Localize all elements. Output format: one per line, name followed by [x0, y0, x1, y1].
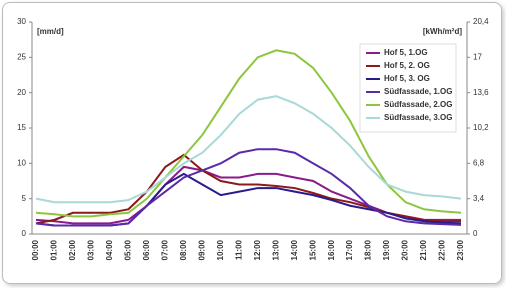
- x-tick-label: 12:00: [253, 239, 262, 260]
- frame: [2, 2, 502, 284]
- x-tick-label: 01:00: [50, 239, 59, 260]
- legend-label: Hof 5, 3. OG: [384, 74, 430, 83]
- x-tick-label: 16:00: [327, 239, 336, 260]
- legend-label: Hof 5, 2. OG: [384, 61, 430, 70]
- x-tick-label: 17:00: [345, 239, 354, 260]
- series-line: [35, 172, 462, 227]
- x-tick-label: 11:00: [234, 239, 243, 260]
- y-tick-label: 25: [17, 52, 26, 61]
- y2-tick-label: 10,2: [473, 123, 489, 132]
- x-tick-label: 02:00: [68, 239, 77, 260]
- x-tick-label: 20:00: [401, 239, 410, 260]
- y2-tick-label: 13,6: [473, 88, 489, 97]
- y2-tick-label: 17: [473, 52, 482, 61]
- series-line: [35, 95, 462, 204]
- x-tick-label: 19:00: [382, 239, 391, 260]
- x-tick-label: 18:00: [364, 239, 373, 260]
- y-axis-label: [mm/d]: [37, 27, 64, 36]
- x-tick-label: 09:00: [197, 239, 206, 260]
- x-tick-label: 00:00: [31, 239, 40, 260]
- legend-label: Südfassade, 3.OG: [384, 113, 452, 122]
- x-tick-label: 15:00: [308, 239, 317, 260]
- y-tick-label: 10: [17, 158, 26, 167]
- y2-axis-label: [kWh/m²d]: [423, 27, 462, 36]
- x-tick-label: 13:00: [271, 239, 280, 260]
- x-tick-label: 03:00: [87, 239, 96, 260]
- x-tick-label: 08:00: [179, 239, 188, 260]
- x-tick-label: 04:00: [105, 239, 114, 260]
- series-line: [35, 148, 462, 227]
- legend-label: Südfassade, 1.OG: [384, 87, 452, 96]
- y2-tick-label: 20,4: [473, 17, 489, 26]
- y2-tick-label: 6,8: [473, 158, 485, 167]
- x-tick-label: 22:00: [438, 239, 447, 260]
- y-tick-label: 0: [22, 229, 27, 238]
- x-tick-label: 14:00: [290, 239, 299, 260]
- y-tick-label: 20: [17, 88, 26, 97]
- y-tick-label: 30: [17, 17, 26, 26]
- legend-box: [359, 43, 457, 133]
- x-tick-label: 06:00: [142, 239, 151, 260]
- x-tick-label: 05:00: [124, 239, 133, 260]
- series-line: [35, 49, 462, 218]
- y2-tick-label: 0: [473, 229, 478, 238]
- x-tick-label: 21:00: [419, 239, 428, 260]
- y-tick-label: 15: [17, 123, 26, 132]
- x-tick-label: 07:00: [160, 239, 169, 260]
- y2-tick-label: 3,4: [473, 194, 485, 203]
- legend-label: Hof 5, 1.OG: [384, 48, 428, 57]
- y-tick-label: 5: [22, 194, 27, 203]
- x-tick-label: 23:00: [456, 239, 465, 260]
- legend-label: Südfassade, 2.OG: [384, 100, 452, 109]
- x-tick-label: 10:00: [216, 239, 225, 260]
